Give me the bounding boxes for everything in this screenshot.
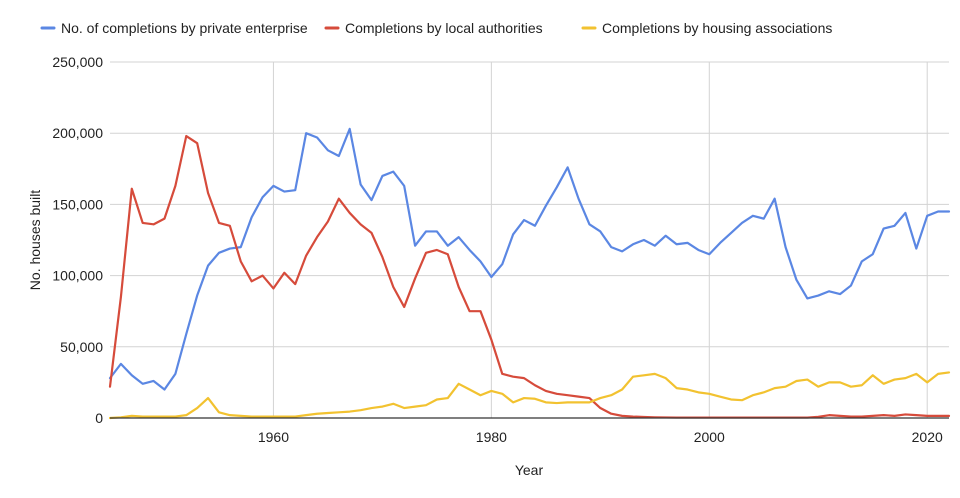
x-tick-label: 1960 [258,429,289,445]
y-tick-label: 200,000 [52,125,103,141]
x-tick-label: 2000 [694,429,725,445]
legend-item-2: Completions by local authorities [324,20,543,36]
series-lines [108,127,951,420]
y-tick-label: 150,000 [52,196,103,212]
y-tick-label: 100,000 [52,268,103,284]
legend-label: Completions by housing associations [602,20,832,36]
legend-label: No. of completions by private enterprise [61,20,308,36]
series-line-2 [108,134,951,419]
x-tick-label: 2020 [912,429,943,445]
series-line-1 [108,127,951,391]
x-axis-label: Year [515,462,544,478]
legend-item-3: Completions by housing associations [581,20,832,36]
series-line-3 [108,371,951,420]
axes: 0 50,000 100,000 150,000 200,000 250,000 1960 1… [52,54,949,445]
x-tick-label: 1980 [476,429,507,445]
y-tick-label: 250,000 [52,54,103,70]
legend: No. of completions by private enterprise… [40,20,832,36]
y-tick-label: 50,000 [60,339,103,355]
legend-label: Completions by local authorities [345,20,543,36]
y-tick-label: 0 [95,410,103,426]
legend-item-1: No. of completions by private enterprise [40,20,308,36]
y-axis-label: No. houses built [27,190,43,291]
gridlines [110,61,949,418]
